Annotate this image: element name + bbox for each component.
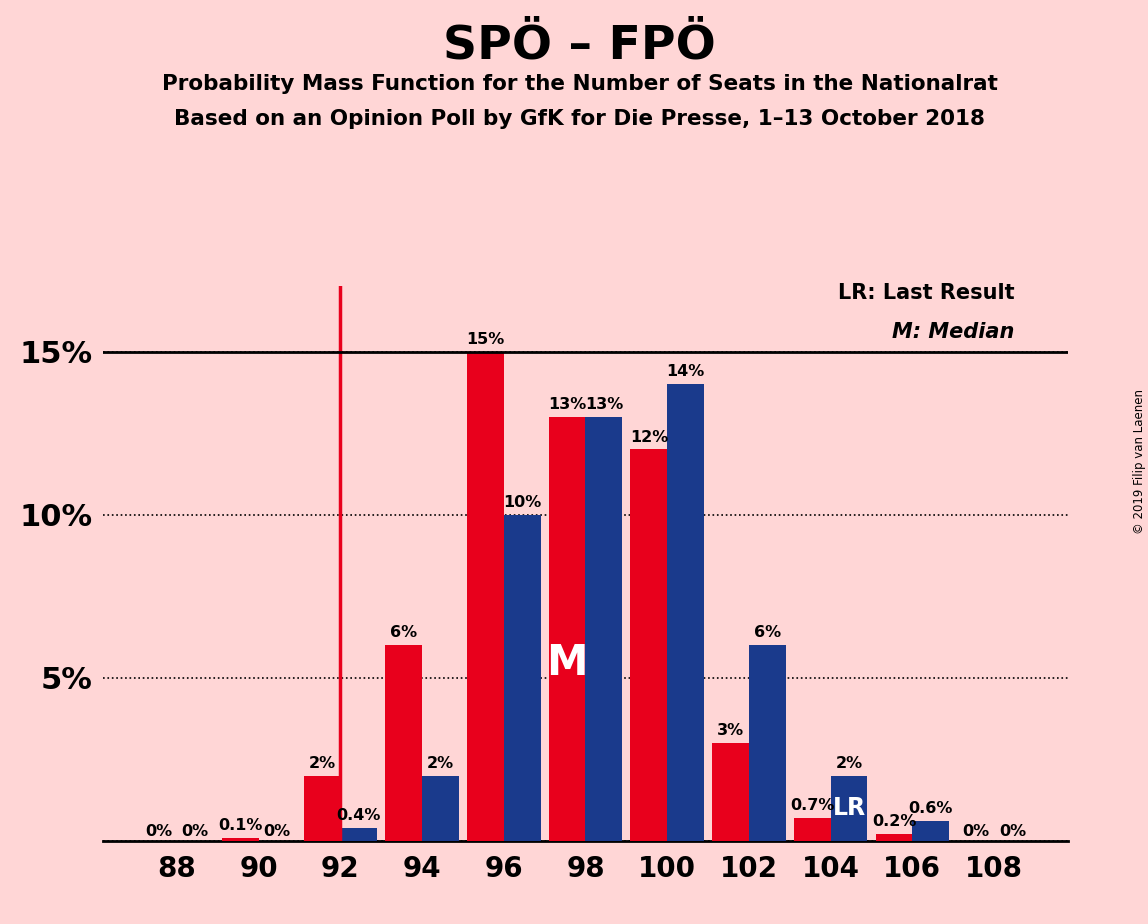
Text: SPÖ – FPÖ: SPÖ – FPÖ: [443, 23, 716, 68]
Bar: [876, 834, 913, 841]
Text: 6%: 6%: [390, 626, 417, 640]
Bar: [340, 828, 377, 841]
Text: 2%: 2%: [427, 756, 453, 771]
Text: 10%: 10%: [503, 495, 541, 510]
Text: M: M: [546, 642, 588, 684]
Text: 0%: 0%: [181, 824, 209, 839]
Text: 2%: 2%: [836, 756, 862, 771]
Text: 14%: 14%: [667, 364, 705, 380]
Bar: [386, 645, 422, 841]
Bar: [422, 775, 459, 841]
Text: 12%: 12%: [630, 430, 668, 444]
Bar: [549, 417, 585, 841]
Bar: [748, 645, 785, 841]
Text: 15%: 15%: [466, 332, 504, 346]
Text: 0%: 0%: [145, 824, 172, 839]
Text: Based on an Opinion Poll by GfK for Die Presse, 1–13 October 2018: Based on an Opinion Poll by GfK for Die …: [174, 109, 985, 129]
Text: 13%: 13%: [584, 397, 623, 412]
Bar: [222, 837, 258, 841]
Text: 0.4%: 0.4%: [336, 808, 381, 823]
Text: 0.7%: 0.7%: [790, 798, 835, 813]
Bar: [467, 352, 504, 841]
Text: 13%: 13%: [548, 397, 587, 412]
Text: 2%: 2%: [309, 756, 335, 771]
Text: 0.2%: 0.2%: [871, 814, 916, 830]
Text: 0%: 0%: [263, 824, 290, 839]
Text: LR: LR: [832, 796, 866, 821]
Bar: [794, 818, 831, 841]
Bar: [504, 515, 541, 841]
Bar: [831, 775, 868, 841]
Text: M: Median: M: Median: [892, 322, 1015, 342]
Bar: [913, 821, 949, 841]
Text: 0.6%: 0.6%: [908, 801, 953, 817]
Text: Probability Mass Function for the Number of Seats in the Nationalrat: Probability Mass Function for the Number…: [162, 74, 998, 94]
Text: 0.1%: 0.1%: [218, 818, 263, 833]
Bar: [585, 417, 622, 841]
Bar: [712, 743, 748, 841]
Bar: [303, 775, 340, 841]
Text: © 2019 Filip van Laenen: © 2019 Filip van Laenen: [1133, 390, 1147, 534]
Bar: [667, 384, 704, 841]
Text: 0%: 0%: [962, 824, 990, 839]
Bar: [630, 449, 667, 841]
Text: 3%: 3%: [718, 723, 744, 738]
Text: 0%: 0%: [999, 824, 1026, 839]
Text: 6%: 6%: [754, 626, 781, 640]
Text: LR: Last Result: LR: Last Result: [838, 283, 1015, 303]
